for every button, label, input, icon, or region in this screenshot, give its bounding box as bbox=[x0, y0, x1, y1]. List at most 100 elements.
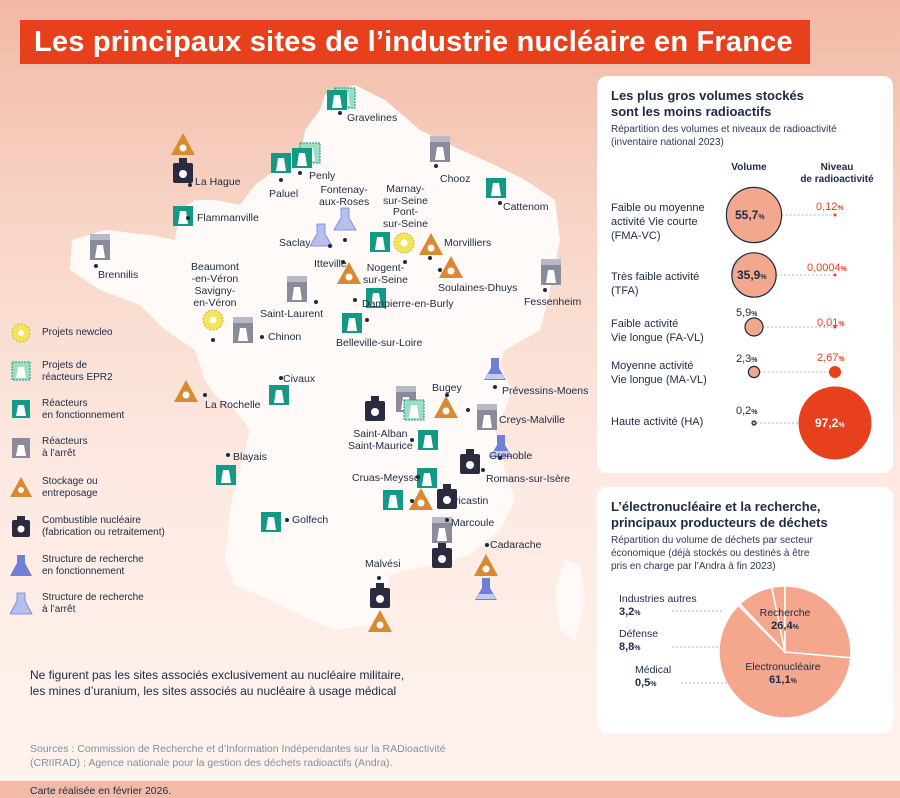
saint-alban-marker bbox=[410, 430, 438, 450]
site-label-saclay: Saclay bbox=[279, 237, 311, 249]
level-bubble-fa-vl bbox=[833, 325, 837, 329]
paluel-marker bbox=[271, 153, 291, 182]
nogent-marker bbox=[370, 232, 415, 264]
pie-label-medical: Médical 0,5% bbox=[635, 664, 672, 689]
waste-producers-panel: L’électronucléaire et la recherche, prin… bbox=[597, 487, 893, 733]
site-label-tricastin: Tricastin bbox=[449, 495, 489, 507]
pie-chart bbox=[672, 585, 852, 719]
site-label-gravelines: Gravelines bbox=[347, 112, 398, 124]
site-label-chinon: Chinon bbox=[268, 331, 302, 343]
soulaines-marker bbox=[438, 256, 463, 278]
bugey-marker bbox=[396, 386, 458, 421]
site-label-marcoule: Marcoule bbox=[451, 517, 495, 529]
pie-label-electronucleaire: Electronucléaire 61,1% bbox=[745, 661, 821, 686]
row-label-tfa: Très faible activité (TFA) bbox=[611, 271, 700, 297]
epr2-reactor-project-icon bbox=[11, 361, 31, 381]
research-active-icon bbox=[10, 555, 32, 576]
brennilis-marker bbox=[90, 234, 110, 268]
site-label-cadarache: Cadarache bbox=[490, 539, 542, 551]
morvilliers-marker bbox=[419, 233, 443, 260]
col-level-header: Niveau de radioactivité bbox=[800, 162, 874, 185]
site-markers bbox=[90, 87, 561, 632]
level-label-ha: 97,2% bbox=[815, 416, 845, 430]
level-label-fma-vc: 0,12% bbox=[816, 201, 844, 213]
volume-label-ma-vl: 2,3% bbox=[736, 353, 758, 365]
pie-slice-recherche bbox=[784, 585, 852, 659]
volume-bubble-fa-vl bbox=[744, 317, 764, 337]
site-label-fessenheim: Fessenheim bbox=[524, 296, 582, 308]
row-label-ma-vl: Moyenne activité Vie longue (MA-VL) bbox=[611, 360, 707, 386]
site-label-fontenay: Fontenay- aux-Roses bbox=[319, 184, 370, 208]
row-label-fma-vc: Faible ou moyenne activité Vie courte (F… bbox=[611, 202, 705, 242]
site-label-malvesi: Malvési bbox=[365, 558, 401, 570]
civaux-marker bbox=[269, 376, 289, 405]
panel2-subtitle: Répartition du volume de déchets par sec… bbox=[611, 535, 813, 572]
site-label-golfech: Golfech bbox=[292, 514, 329, 526]
row-label-ha: Haute activité (HA) bbox=[611, 416, 704, 428]
pie-label-defense: Défense 8,8% bbox=[619, 628, 659, 653]
site-label-blayais: Blayais bbox=[233, 451, 267, 463]
fessenheim-marker bbox=[541, 259, 561, 292]
level-bubble-tfa bbox=[833, 273, 837, 277]
site-label-dampierre: Dampierre-en-Burly bbox=[362, 298, 454, 310]
panel2-title: L’électronucléaire et la recherche, prin… bbox=[611, 499, 828, 530]
level-bubble-ha bbox=[798, 386, 872, 460]
exclusion-note: Ne figurent pas les sites associés exclu… bbox=[30, 668, 405, 698]
creys-marker bbox=[466, 404, 497, 430]
row-label-fa-vl: Faible activité Vie longue (FA-VL) bbox=[611, 318, 704, 344]
site-label-cruas-meysse: Cruas-Meysse bbox=[352, 472, 420, 484]
site-label-la-rochelle: La Rochelle bbox=[205, 399, 261, 411]
page-title: Les principaux sites de l’industrie nucl… bbox=[20, 20, 810, 64]
site-label-paluel: Paluel bbox=[269, 188, 299, 200]
newcleo-chinon-marker bbox=[202, 309, 224, 342]
newcleo-icon bbox=[11, 323, 31, 343]
site-label-penly: Penly bbox=[309, 170, 336, 182]
volume-bubble-ha bbox=[751, 420, 757, 426]
cattenom-marker bbox=[486, 178, 506, 205]
level-label-ma-vl: 2,67% bbox=[817, 352, 845, 364]
site-label-civaux: Civaux bbox=[283, 373, 316, 385]
site-label-nogent: Nogent- sur-Seine bbox=[363, 262, 408, 286]
pie-label-industries: Industries autres 3,2% bbox=[619, 593, 697, 618]
site-label-morvilliers: Morvilliers bbox=[444, 237, 492, 249]
site-label-flammanville: Flammanville bbox=[197, 212, 259, 224]
cruas-marker bbox=[416, 468, 437, 488]
panel1-subtitle: Répartition des volumes et niveaux de ra… bbox=[611, 124, 837, 148]
dampierre-marker bbox=[353, 288, 386, 308]
volume-label-tfa: 35,9% bbox=[737, 268, 767, 282]
blayais-marker bbox=[216, 453, 236, 485]
belleville-marker bbox=[342, 313, 369, 333]
volume-label-fma-vc: 55,7% bbox=[735, 208, 765, 222]
storage-icon bbox=[10, 477, 32, 497]
corsica-outline bbox=[555, 560, 585, 640]
map-date: Carte réalisée en février 2026. bbox=[30, 785, 172, 797]
site-label-prevessins: Prévessins-Moens bbox=[502, 385, 589, 397]
level-label-tfa: 0,0004% bbox=[807, 262, 847, 274]
golfech-marker bbox=[261, 512, 289, 532]
site-label-romans: Romans-sur-Isère bbox=[486, 473, 571, 485]
level-bubble-ma-vl bbox=[828, 365, 842, 379]
pie-slice-electronucleaire bbox=[718, 604, 852, 719]
tricastin-marker bbox=[383, 484, 457, 510]
site-label-saint-alban: Saint-Alban Saint-Maurice bbox=[348, 428, 413, 452]
chooz-marker bbox=[430, 136, 450, 168]
cadarache-marker bbox=[474, 543, 498, 600]
site-label-la-hague: La Hague bbox=[195, 176, 241, 188]
sources-text: Sources : Commission de Recherche et d’I… bbox=[30, 743, 446, 769]
volume-label-fa-vl: 5,9% bbox=[736, 307, 758, 319]
site-label-itteville: Itteville bbox=[314, 258, 347, 270]
romans-marker bbox=[460, 449, 485, 474]
prevessins-marker bbox=[484, 358, 506, 389]
saclay-marker bbox=[309, 223, 333, 248]
site-label-chooz: Chooz bbox=[440, 173, 471, 185]
pie-label-recherche: Recherche 26,4% bbox=[759, 607, 811, 632]
la-rochelle-marker bbox=[174, 380, 207, 402]
volume-label-ha: 0,2% bbox=[736, 405, 758, 417]
site-label-creys-malville: Creys-Malville bbox=[499, 414, 565, 426]
site-label-grenoble: Grenoble bbox=[489, 450, 533, 462]
site-label-cattenom: Cattenom bbox=[503, 201, 549, 213]
volume-bubble-fma-vc bbox=[725, 186, 783, 244]
site-label-saint-laurent: Saint-Laurent bbox=[260, 308, 324, 320]
grenoble-marker bbox=[490, 435, 512, 460]
malvesi-marker bbox=[368, 576, 392, 632]
